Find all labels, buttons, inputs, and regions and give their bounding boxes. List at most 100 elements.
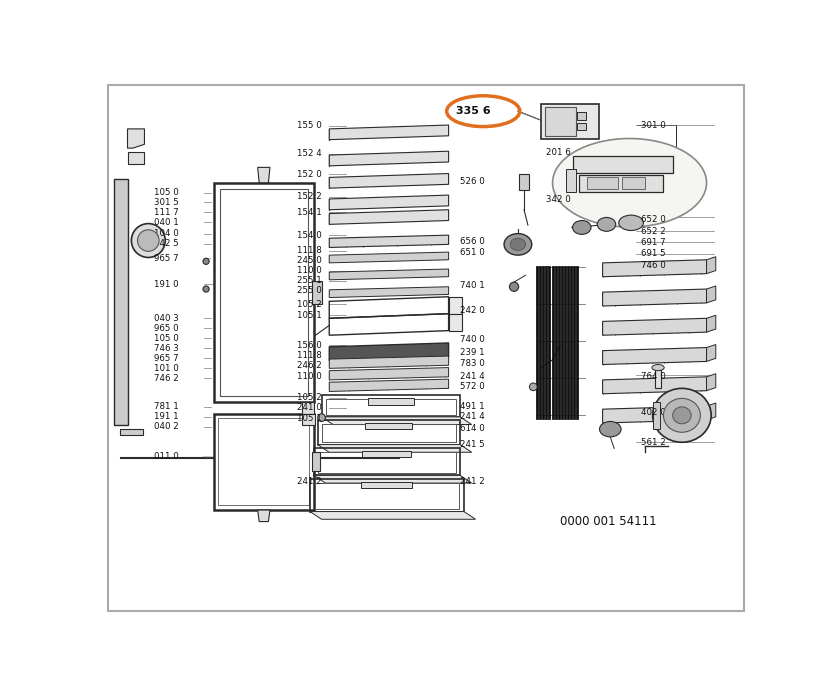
Text: 442 5: 442 5: [155, 239, 179, 248]
Ellipse shape: [510, 238, 525, 251]
Polygon shape: [310, 511, 475, 520]
Text: 245 0: 245 0: [297, 256, 322, 265]
Bar: [573, 156, 673, 173]
Text: 783 0: 783 0: [460, 359, 485, 368]
Circle shape: [317, 414, 326, 422]
Ellipse shape: [553, 138, 706, 227]
Text: 746 3: 746 3: [155, 344, 179, 353]
Polygon shape: [329, 174, 449, 188]
Polygon shape: [329, 343, 449, 360]
Bar: [120, 429, 143, 435]
Text: 156 0: 156 0: [297, 341, 322, 350]
Text: 011 0: 011 0: [155, 453, 179, 462]
Bar: [368, 398, 414, 404]
Bar: [312, 452, 320, 471]
Text: 656 0: 656 0: [460, 237, 485, 246]
Text: 255 0: 255 0: [297, 286, 322, 295]
Bar: [362, 451, 411, 457]
Circle shape: [529, 383, 537, 391]
Polygon shape: [706, 403, 715, 420]
Ellipse shape: [672, 407, 691, 424]
Polygon shape: [706, 344, 715, 362]
Text: 105 2: 105 2: [297, 300, 322, 309]
Polygon shape: [706, 373, 715, 391]
Text: 561 2: 561 2: [641, 438, 666, 446]
Polygon shape: [329, 379, 449, 391]
Text: 101 0: 101 0: [155, 364, 179, 373]
Text: 965 7: 965 7: [155, 354, 179, 363]
Bar: [578, 112, 587, 120]
Polygon shape: [329, 269, 449, 280]
Text: 746 2: 746 2: [155, 374, 179, 383]
Polygon shape: [329, 125, 449, 140]
Bar: [545, 107, 576, 136]
Polygon shape: [258, 167, 270, 183]
Polygon shape: [602, 377, 706, 393]
Ellipse shape: [573, 220, 591, 234]
Polygon shape: [329, 367, 449, 380]
Polygon shape: [329, 151, 449, 166]
Polygon shape: [706, 316, 715, 332]
Bar: [317, 420, 460, 444]
Polygon shape: [127, 152, 145, 163]
Polygon shape: [329, 195, 449, 209]
Text: 246 2: 246 2: [297, 361, 322, 370]
Text: 241 2: 241 2: [297, 477, 322, 486]
Text: 526 0: 526 0: [460, 177, 485, 186]
Polygon shape: [602, 406, 706, 423]
Text: 651 0: 651 0: [460, 247, 485, 256]
Bar: [449, 297, 463, 313]
Polygon shape: [602, 260, 706, 277]
Bar: [214, 183, 314, 402]
Polygon shape: [329, 252, 449, 263]
Polygon shape: [317, 444, 472, 452]
Text: 781 1: 781 1: [155, 402, 179, 411]
Text: 740 0: 740 0: [460, 335, 485, 344]
Bar: [567, 169, 576, 192]
Bar: [310, 480, 464, 511]
Bar: [361, 482, 411, 489]
Ellipse shape: [619, 215, 643, 231]
Bar: [578, 123, 587, 130]
Bar: [327, 399, 455, 415]
Text: 301 0: 301 0: [641, 121, 666, 130]
Text: 335 6: 335 6: [456, 106, 491, 116]
Text: 241 4: 241 4: [460, 412, 485, 422]
Bar: [315, 483, 460, 509]
Ellipse shape: [652, 389, 711, 442]
Text: 652 2: 652 2: [641, 227, 666, 236]
Text: 491 1: 491 1: [460, 402, 484, 411]
Polygon shape: [329, 235, 449, 247]
Polygon shape: [314, 475, 472, 483]
Bar: [318, 451, 455, 473]
Text: 110 0: 110 0: [297, 371, 322, 380]
Bar: [578, 175, 663, 192]
Text: 0000 001 54111: 0000 001 54111: [560, 515, 656, 528]
Text: 301 5: 301 5: [155, 198, 179, 207]
Text: 105 0: 105 0: [155, 333, 179, 343]
Ellipse shape: [131, 224, 165, 258]
Polygon shape: [602, 318, 706, 336]
Text: 154 1: 154 1: [297, 207, 322, 216]
Text: 152 4: 152 4: [297, 149, 322, 158]
Bar: [519, 174, 529, 190]
Text: 110 0: 110 0: [297, 266, 322, 275]
Polygon shape: [127, 129, 145, 148]
Text: 040 2: 040 2: [155, 422, 179, 431]
Text: 691 7: 691 7: [641, 238, 666, 247]
Text: 111 8: 111 8: [297, 246, 322, 255]
Bar: [365, 423, 411, 429]
Circle shape: [203, 286, 209, 292]
Ellipse shape: [652, 364, 664, 371]
Text: 691 5: 691 5: [641, 249, 666, 258]
Text: 040 1: 040 1: [155, 218, 179, 227]
Text: 104 0: 104 0: [155, 229, 179, 238]
Polygon shape: [706, 286, 715, 303]
Text: 105 0: 105 0: [155, 188, 179, 197]
Text: 152 0: 152 0: [297, 169, 322, 179]
Ellipse shape: [663, 398, 701, 432]
Text: 614 0: 614 0: [460, 424, 485, 433]
Ellipse shape: [137, 229, 159, 251]
Ellipse shape: [599, 422, 621, 437]
Circle shape: [203, 258, 209, 265]
